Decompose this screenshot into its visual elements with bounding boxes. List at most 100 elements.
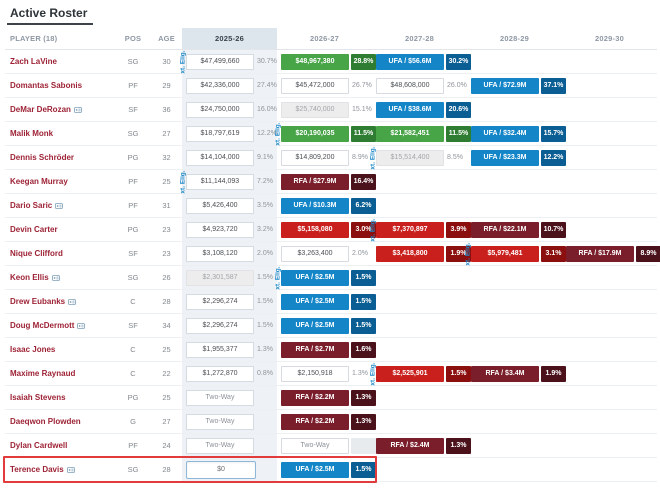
year-cell [372,290,467,313]
player-link[interactable]: Daeqwon Plowden [10,417,81,426]
salary-input[interactable]: $0 [186,460,256,479]
cap-percentage: 0.8% [257,370,273,377]
year-cell [372,170,467,193]
player-link[interactable]: Doug McDermott [10,321,75,330]
player-link[interactable]: Devin Carter [10,225,58,234]
salary-value-nonguaranteed: $25,740,000 [281,101,349,118]
team-option-salary-badge: $5,979,481 [471,245,539,262]
year-cell: xt. Elig. $20,190,035 11.5% [274,121,376,146]
year-cell [467,410,562,433]
ufa-badge: UFA / $10.3M [281,197,349,214]
year-cell: $48,967,380 28.8% [277,50,376,73]
position-value: SG [127,57,139,66]
header-player[interactable]: PLAYER (18) [10,34,58,43]
player-link[interactable]: Dylan Cardwell [10,441,68,450]
cap-percentage: 3.2% [257,226,273,233]
ufa-badge: UFA / $56.6M [376,53,444,70]
year-cell: xt. Elig. UFA / $2.5M 1.5% [275,266,376,289]
year-cell [372,458,467,481]
year-cell [467,50,562,73]
cap-percentage: 1.5% [351,461,376,478]
year-cell: $1,955,377 1.3% [182,338,277,361]
player-link[interactable]: Keon Ellis [10,273,49,282]
player-link[interactable]: Malik Monk [10,129,54,138]
year-cell: Two-Way [182,386,277,409]
year-cell: RFA / $17.9M 8.9% [562,242,660,265]
player-link[interactable]: DeMar DeRozan [10,105,71,114]
cap-percentage: 1.5% [351,269,376,286]
year-cell [467,98,562,121]
rfa-badge: RFA / $17.9M [566,245,634,262]
table-header-row: PLAYER (18) POS AGE 2025-26 2026-27 2027… [5,28,657,50]
player-link[interactable]: Domantas Sabonis [10,81,83,90]
position-value: PF [128,201,138,210]
player-cell: DeMar DeRozan [5,98,115,121]
year-cell [562,146,657,169]
rfa-badge: RFA / $3.4M [471,365,539,382]
year-cell [562,386,657,409]
player-link[interactable]: Maxime Raynaud [10,369,76,378]
age-value: 36 [162,105,171,114]
extension-eligible-label: xt. Elig. [274,121,282,146]
age-value: 22 [162,369,171,378]
year-cell [562,338,657,361]
player-link[interactable]: Drew Eubanks [10,297,66,306]
position-value: PG [127,393,139,402]
year-cell [467,314,562,337]
player-link[interactable]: Nique Clifford [10,249,63,258]
header-year-2025-26[interactable]: 2025-26 [182,28,277,49]
player-link[interactable]: Isaac Jones [10,345,56,354]
cap-percentage: 12.2% [541,149,566,166]
header-pos[interactable]: POS [124,34,142,43]
player-note-icon [51,274,60,282]
cap-percentage: 15.1% [352,106,372,113]
salary-value: $11,144,093 [186,173,254,190]
header-age[interactable]: AGE [158,34,175,43]
cap-percentage: 3.5% [257,202,273,209]
player-link[interactable]: Zach LaVine [10,57,57,66]
player-link[interactable]: Dennis Schröder [10,153,75,162]
rfa-badge: RFA / $2.7M [281,341,349,358]
team-option-salary-badge: $7,370,897 [376,221,444,238]
year-cell: $0 [182,458,277,481]
year-cell: xt. Elig. $7,370,897 3.9% [370,218,471,241]
year-cell: RFA / $2.2M 1.3% [277,386,376,409]
table-row: Isaac Jones C 25 $1,955,377 1.3% RFA / $2.7M 1… [5,338,657,362]
ufa-badge: UFA / $2.5M [281,317,349,334]
table-row: Devin Carter PG 23 $4,923,720 3.2% $5,158,080… [5,218,657,242]
year-cell [467,170,562,193]
year-cell [467,386,562,409]
cap-percentage: 30.2% [446,53,471,70]
year-cell: $42,336,000 27.4% [182,74,277,97]
year-cell: $18,797,619 12.2% [182,122,277,145]
player-link[interactable]: Isaiah Stevens [10,393,66,402]
cap-percentage: 6.2% [351,197,376,214]
year-cell [562,266,657,289]
table-row: Zach LaVine SG 30 xt. Elig. $47,499,660 30.7%… [5,50,657,74]
player-link[interactable]: Terence Davis [10,465,64,474]
age-value: 32 [162,153,171,162]
cap-percentage: 1.3% [351,389,376,406]
player-link[interactable]: Keegan Murray [10,177,68,186]
salary-value-nonguaranteed: $2,301,587 [186,269,254,286]
header-year-2029-30[interactable]: 2029-30 [595,34,624,43]
header-year-2028-29[interactable]: 2028-29 [500,34,529,43]
salary-value: $45,472,000 [281,77,349,94]
year-cell: UFA / $38.6M 20.6% [372,98,471,121]
cap-percentage: 1.5% [446,365,471,382]
cap-percentage: 1.9% [541,365,566,382]
extension-eligible-label: xt. Elig. [369,361,377,386]
year-cell [562,434,657,457]
header-year-2027-28[interactable]: 2027-28 [405,34,434,43]
year-cell [372,410,467,433]
table-row: Maxime Raynaud C 22 $1,272,870 0.8% $2,150,91… [5,362,657,386]
age-value: 25 [162,393,171,402]
player-link[interactable]: Dario Saric [10,201,53,210]
extension-eligible-label: xt. Elig. [179,49,187,74]
player-note-icon [77,322,86,330]
header-year-2026-27[interactable]: 2026-27 [310,34,339,43]
year-cell: $45,472,000 26.7% [277,74,372,97]
position-value: C [130,369,136,378]
year-cell: UFA / $23.3M 12.2% [467,146,566,169]
year-cell: $21,582,451 11.5% [372,122,471,145]
